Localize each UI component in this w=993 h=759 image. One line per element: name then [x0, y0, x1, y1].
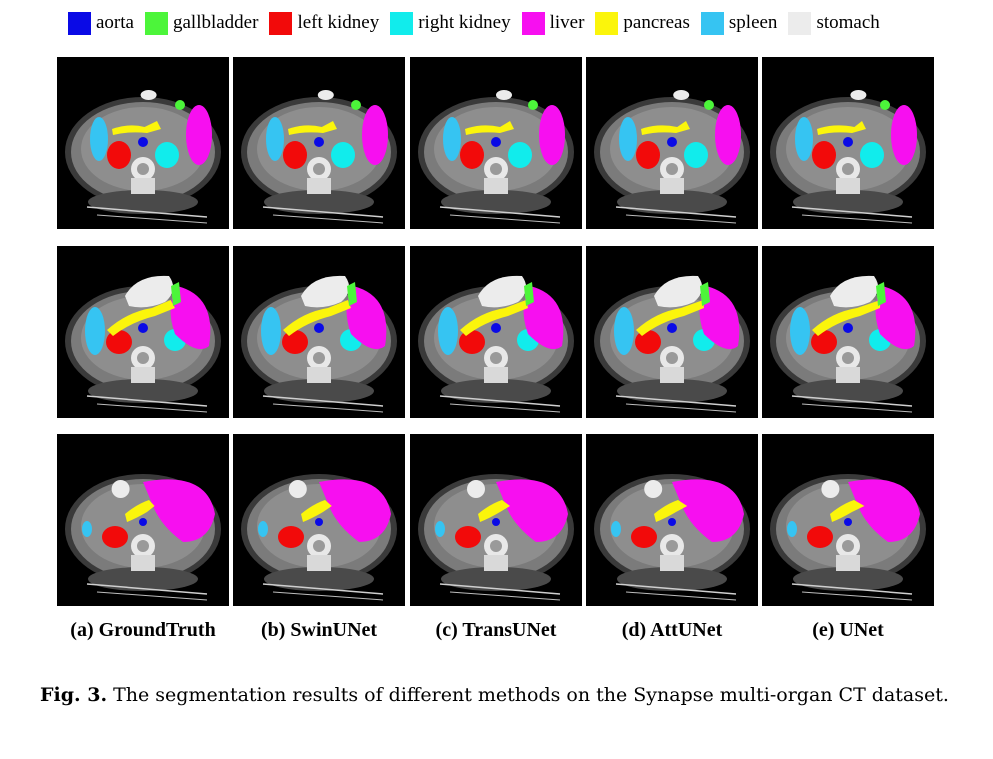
legend-item-right-kidney: right kidney [390, 11, 511, 35]
legend-label: spleen [728, 12, 778, 33]
ct-slice-row3-col3 [410, 434, 582, 606]
column-label: (a) GroundTruth [70, 619, 216, 641]
legend-label: liver [549, 12, 585, 33]
ct-slice-row3-col4 [586, 434, 758, 606]
legend-swatch [68, 11, 91, 35]
legend-label: right kidney [418, 12, 511, 33]
legend-item-gallbladder: gallbladder [144, 11, 259, 35]
segmentation-grid [57, 57, 934, 606]
legend-item-pancreas: pancreas [595, 11, 690, 35]
column-label: (b) SwinUNet [260, 619, 378, 641]
legend-swatch [390, 11, 414, 35]
ct-slice-row1-col1 [57, 57, 229, 229]
ct-slice-row3-col1 [57, 434, 229, 606]
ct-slice-row1-col2 [233, 57, 405, 229]
ct-slice-row1-col3 [410, 57, 582, 229]
ct-slice-row2-col4 [586, 246, 758, 418]
legend-label: gallbladder [172, 12, 259, 33]
legend-item-left-kidney: left kidney [269, 11, 380, 35]
legend-item-liver: liver [521, 11, 585, 35]
legend-swatch [700, 11, 724, 35]
legend-label: stomach [816, 12, 880, 33]
ct-slice-row3-col5 [762, 434, 934, 606]
legend-item-spleen: spleen [700, 11, 778, 35]
legend-item-aorta: aorta [68, 11, 134, 35]
legend-item-stomach: stomach [788, 11, 880, 35]
ct-slice-row2-col3 [410, 246, 582, 418]
figure-number: Fig. 3. [40, 684, 108, 706]
ct-slice-row2-col5 [762, 246, 934, 418]
ct-slice-row2-col1 [57, 246, 229, 418]
ct-slice-row1-col5 [762, 57, 934, 229]
caption-text: The segmentation results of different me… [107, 684, 949, 706]
figure-caption: Fig. 3. The segmentation results of diff… [40, 680, 960, 710]
legend-label: left kidney [297, 12, 380, 33]
legend-swatch [521, 11, 545, 35]
legend-swatch [595, 11, 619, 35]
ct-slice-row3-col2 [233, 434, 405, 606]
column-label: (c) TransUNet [435, 619, 557, 641]
legend-swatch [269, 11, 293, 35]
column-label: (e) UNet [812, 619, 884, 641]
legend-swatch [144, 11, 168, 35]
legend-swatch [788, 11, 812, 35]
ct-slice-row1-col4 [586, 57, 758, 229]
ct-slice-row2-col2 [233, 246, 405, 418]
legend-label: aorta [96, 12, 134, 33]
column-label: (d) AttUNet [621, 619, 723, 641]
legend-label: pancreas [623, 12, 690, 33]
color-legend: aorta gallbladder left kidney right kidney l… [68, 10, 891, 36]
